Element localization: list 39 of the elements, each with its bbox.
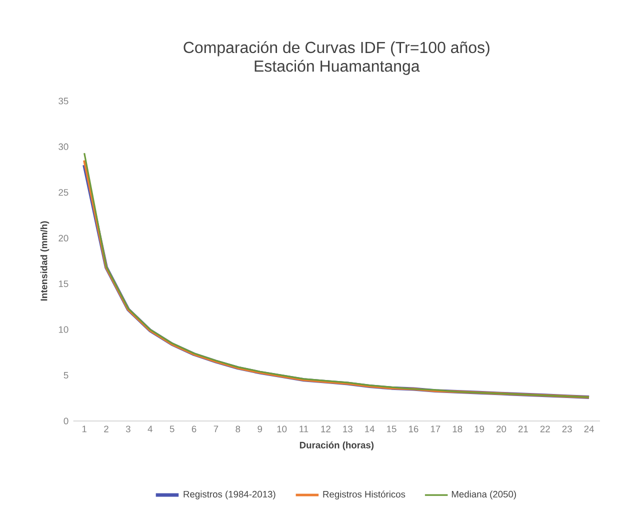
x-tick-label: 12 (321, 426, 330, 432)
y-tick-label: 30 (58, 144, 68, 150)
x-tick-label: 23 (562, 426, 572, 432)
x-tick-label: 8 (236, 426, 240, 432)
y-tick-label: 25 (58, 189, 68, 196)
x-tick-label: 7 (214, 426, 218, 432)
x-tick-label: 17 (430, 426, 440, 432)
x-tick-label: 1 (82, 426, 86, 432)
y-tick-label: 35 (58, 98, 68, 104)
legend-label: Registros (1984-2013) (184, 490, 276, 500)
x-tick-label: 13 (343, 426, 352, 432)
x-tick-label: 19 (474, 426, 484, 432)
y-tick-label: 15 (58, 280, 68, 288)
y-tick-label: 20 (58, 234, 68, 242)
x-tick-label: 6 (192, 426, 196, 432)
y-axis-title: Intensidad (mm/h) (40, 221, 50, 301)
x-tick-label: 21 (518, 426, 528, 432)
x-tick-label: 11 (300, 426, 308, 432)
x-tick-label: 2 (104, 426, 108, 432)
chart-title: Comparación de Curvas IDF (Tr=100 años) (184, 41, 490, 56)
y-tick-label: 0 (64, 418, 68, 424)
x-axis-title: Duración (horas) (300, 442, 374, 450)
x-tick-label: 24 (584, 426, 594, 432)
x-tick-label: 9 (258, 426, 262, 432)
x-tick-label: 22 (540, 426, 550, 432)
x-tick-label: 10 (277, 426, 287, 432)
chart-subtitle: Estación Huamantanga (254, 60, 420, 76)
x-tick-label: 18 (452, 426, 462, 432)
x-tick-label: 3 (126, 426, 130, 432)
x-tick-label: 20 (496, 426, 506, 432)
x-tick-label: 15 (387, 426, 396, 432)
y-tick-label: 10 (58, 326, 68, 333)
y-tick-label: 5 (64, 372, 68, 379)
legend-label: Mediana (2050) (452, 490, 516, 500)
x-tick-label: 5 (170, 426, 174, 432)
x-tick-label: 16 (408, 426, 418, 432)
legend-label: Registros Históricos (323, 490, 406, 500)
x-tick-label: 4 (148, 426, 152, 432)
x-tick-label: 14 (365, 426, 374, 432)
